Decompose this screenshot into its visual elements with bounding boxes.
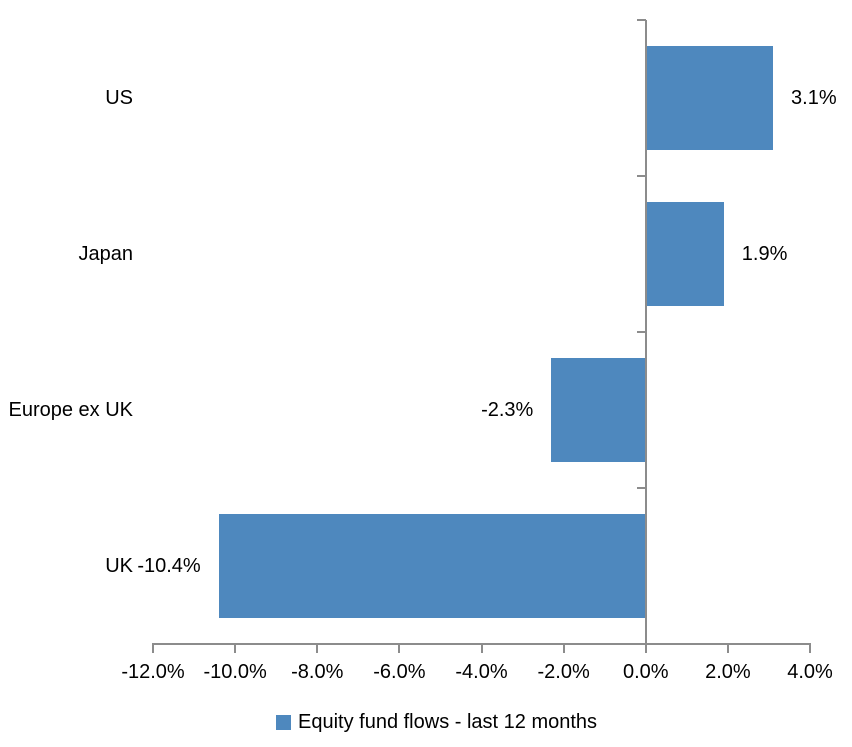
data-label: 3.1%: [791, 87, 837, 109]
category-label: Japan: [78, 243, 134, 265]
x-axis-tick: [234, 643, 237, 653]
x-axis-tick-label: -4.0%: [455, 661, 508, 683]
x-axis-tick-label: 4.0%: [787, 661, 833, 683]
bar[interactable]: [551, 358, 646, 462]
x-axis-tick: [726, 643, 729, 653]
x-axis-tick: [562, 643, 565, 653]
data-label: -10.4%: [137, 555, 201, 577]
x-axis-tick: [809, 643, 811, 653]
legend[interactable]: Equity fund flows - last 12 months: [276, 709, 597, 735]
x-axis-tick-label: -6.0%: [373, 661, 426, 683]
x-axis-tick-label: -2.0%: [537, 661, 590, 683]
bar[interactable]: [645, 202, 724, 306]
x-axis-tick-label: 2.0%: [705, 661, 751, 683]
legend-label: Equity fund flows - last 12 months: [298, 711, 598, 733]
x-axis-tick-label: 0.0%: [622, 661, 669, 683]
legend-swatch-icon: [276, 714, 291, 730]
y-axis-tick: [636, 175, 646, 177]
x-axis-tick-label: -12.0%: [121, 661, 185, 683]
y-axis-tick: [636, 331, 646, 333]
x-axis-tick-label: -10.0%: [203, 661, 267, 683]
zero-axis-line: [644, 20, 647, 645]
category-label: Europe ex UK: [8, 399, 133, 421]
y-axis-tick: [636, 487, 646, 489]
data-label: 1.9%: [741, 243, 788, 265]
x-axis-tick: [644, 643, 647, 653]
bar[interactable]: [218, 514, 646, 618]
category-label: US: [105, 87, 133, 109]
data-label: -2.3%: [481, 399, 534, 421]
x-axis-tick: [480, 643, 483, 653]
bar[interactable]: [645, 46, 774, 150]
category-label: UK: [105, 555, 133, 577]
x-axis-tick: [316, 643, 319, 653]
x-axis-tick-label: -8.0%: [291, 661, 344, 683]
x-axis-tick: [152, 643, 154, 653]
x-axis-tick: [398, 643, 401, 653]
y-axis-tick: [636, 19, 646, 21]
y-axis-tick: [636, 643, 646, 645]
